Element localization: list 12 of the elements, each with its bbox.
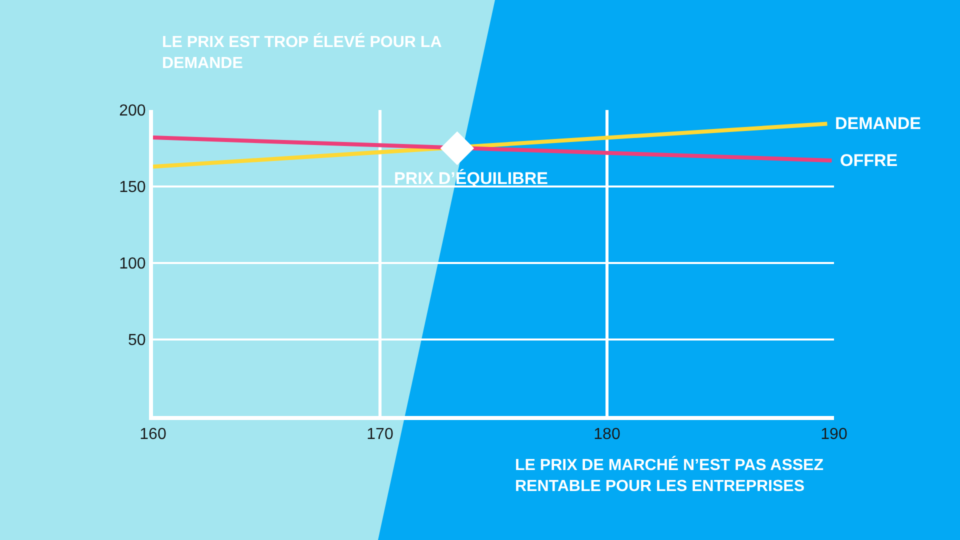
- text: LE PRIX DE MARCHÉ N’EST PAS ASSEZ RENTABLE POUR LES ENTREPRISES: [515, 455, 824, 495]
- series-label: DEMANDE: [835, 114, 921, 133]
- x-tick-label: 190: [820, 426, 848, 444]
- x-tick-label: 170: [366, 426, 394, 444]
- y-tick-label: 100: [119, 256, 146, 273]
- x-tick-label: 160: [140, 426, 166, 444]
- y-tick-label: 50: [128, 332, 146, 350]
- text: LE PRIX EST TROP ÉLEVÉ POUR LA DEMANDE: [162, 32, 442, 72]
- y-tick-label: 200: [119, 102, 146, 120]
- y-tick-label: 150: [119, 179, 146, 196]
- x-tick-label: 180: [594, 426, 620, 444]
- series-label: OFFRE: [840, 151, 898, 170]
